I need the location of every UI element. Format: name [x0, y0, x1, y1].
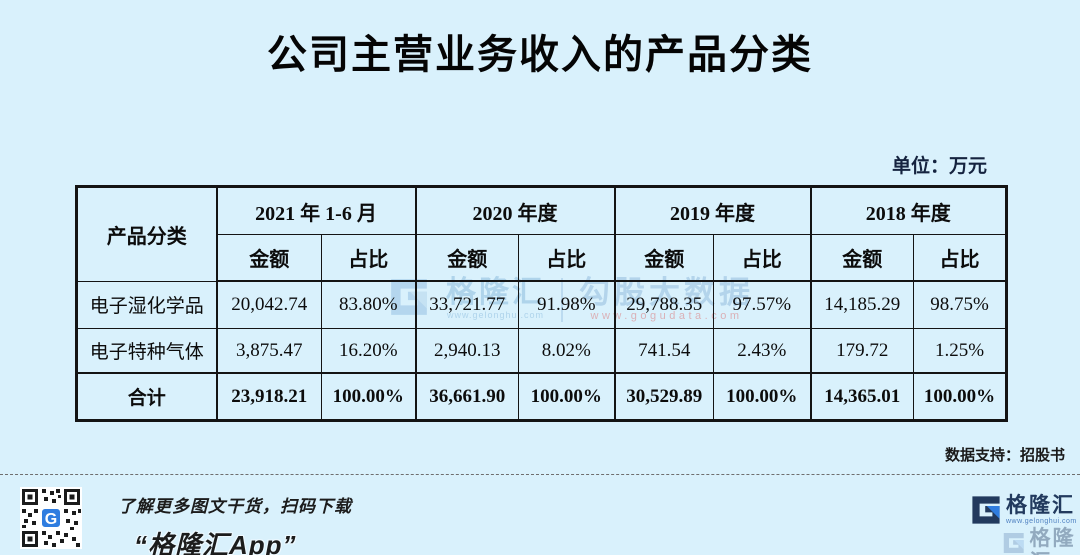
subheader-ratio: 占比: [913, 234, 1008, 282]
cell-value: 98.75%: [913, 280, 1008, 329]
cell-value: 3,875.47: [215, 328, 322, 374]
logo-url: www.gelonghui.com: [1006, 518, 1077, 525]
cell-value: 16.20%: [320, 328, 417, 374]
cell-value: 2.43%: [713, 328, 812, 374]
table-row: 电子特种气体 3,875.47 16.20% 2,940.13 8.02% 74…: [76, 328, 1008, 374]
cell-value: 741.54: [613, 328, 715, 374]
promo-line1: 了解更多图文干货，扫码下载: [118, 497, 352, 516]
footer-divider: [0, 474, 1080, 475]
total-value: 23,918.21: [215, 372, 322, 421]
total-value: 14,365.01: [809, 372, 915, 421]
cell-value: 20,042.74: [215, 280, 322, 329]
corner-header-cell: 产品分类: [76, 186, 217, 282]
table-row: 电子湿化学品 20,042.74 83.80% 33,721.77 91.98%…: [76, 280, 1008, 329]
cell-value: 1.25%: [913, 328, 1008, 374]
subheader-amount: 金额: [809, 234, 915, 282]
cell-value: 14,185.29: [809, 280, 915, 329]
cell-value: 91.98%: [518, 280, 616, 329]
subheader-amount: 金额: [215, 234, 322, 282]
total-label: 合计: [76, 372, 217, 421]
cell-value: 33,721.77: [414, 280, 520, 329]
qr-center-g-icon: G: [45, 511, 57, 528]
cell-value: 83.80%: [320, 280, 417, 329]
row-label: 电子湿化学品: [76, 280, 217, 329]
promo-line2: “格隆汇App”: [134, 530, 297, 555]
total-value: 30,529.89: [613, 372, 715, 421]
cell-value: 2,940.13: [414, 328, 520, 374]
subheader-ratio: 占比: [320, 234, 417, 282]
unit-label: 单位：万元: [891, 156, 987, 177]
period-header-2021: 2021 年 1-6 月: [215, 186, 417, 235]
revenue-table: 产品分类 2021 年 1-6 月 2020 年度 2019 年度 2018 年…: [75, 185, 1009, 422]
gelonghui-g-icon: [972, 496, 1000, 524]
total-value: 36,661.90: [414, 372, 520, 421]
data-source-note: 数据支持：招股书: [944, 447, 1065, 464]
total-value: 100.00%: [320, 372, 417, 421]
logo-text: 格隆汇: [1006, 494, 1075, 517]
subheader-amount: 金额: [414, 234, 520, 282]
gelonghui-g-icon: [1003, 533, 1024, 553]
qr-code: G: [20, 487, 82, 549]
period-header-2019: 2019 年度: [613, 186, 812, 235]
gelonghui-logo: 格隆汇 www.gelonghui.com: [970, 494, 1077, 526]
promo-text-block: 了解更多图文干货，扫码下载 “格隆汇App”: [118, 492, 352, 555]
table-row-subheaders: 金额 占比 金额 占比 金额 占比 金额 占比: [77, 234, 1008, 282]
gelonghui-logo-watermark: 格隆汇: [1002, 527, 1080, 555]
table-row-periods: 产品分类 2021 年 1-6 月 2020 年度 2019 年度 2018 年…: [76, 186, 1008, 282]
cell-value: 8.02%: [518, 328, 616, 374]
cell-value: 29,788.35: [613, 280, 715, 329]
total-value: 100.00%: [518, 372, 616, 421]
logo-text: 格隆汇: [1029, 527, 1076, 555]
cell-value: 97.57%: [713, 280, 812, 329]
total-value: 100.00%: [913, 372, 1008, 421]
total-value: 100.00%: [713, 372, 812, 421]
row-label: 电子特种气体: [76, 328, 217, 374]
subheader-ratio: 占比: [713, 234, 812, 282]
table-total-row: 合计 23,918.21 100.00% 36,661.90 100.00% 3…: [76, 372, 1008, 421]
subheader-ratio: 占比: [518, 234, 616, 282]
subheader-amount: 金额: [613, 234, 715, 282]
period-header-2020: 2020 年度: [414, 186, 616, 235]
page-title: 公司主营业务收入的产品分类: [267, 33, 813, 77]
cell-value: 179.72: [809, 328, 915, 374]
period-header-2018: 2018 年度: [809, 186, 1008, 235]
